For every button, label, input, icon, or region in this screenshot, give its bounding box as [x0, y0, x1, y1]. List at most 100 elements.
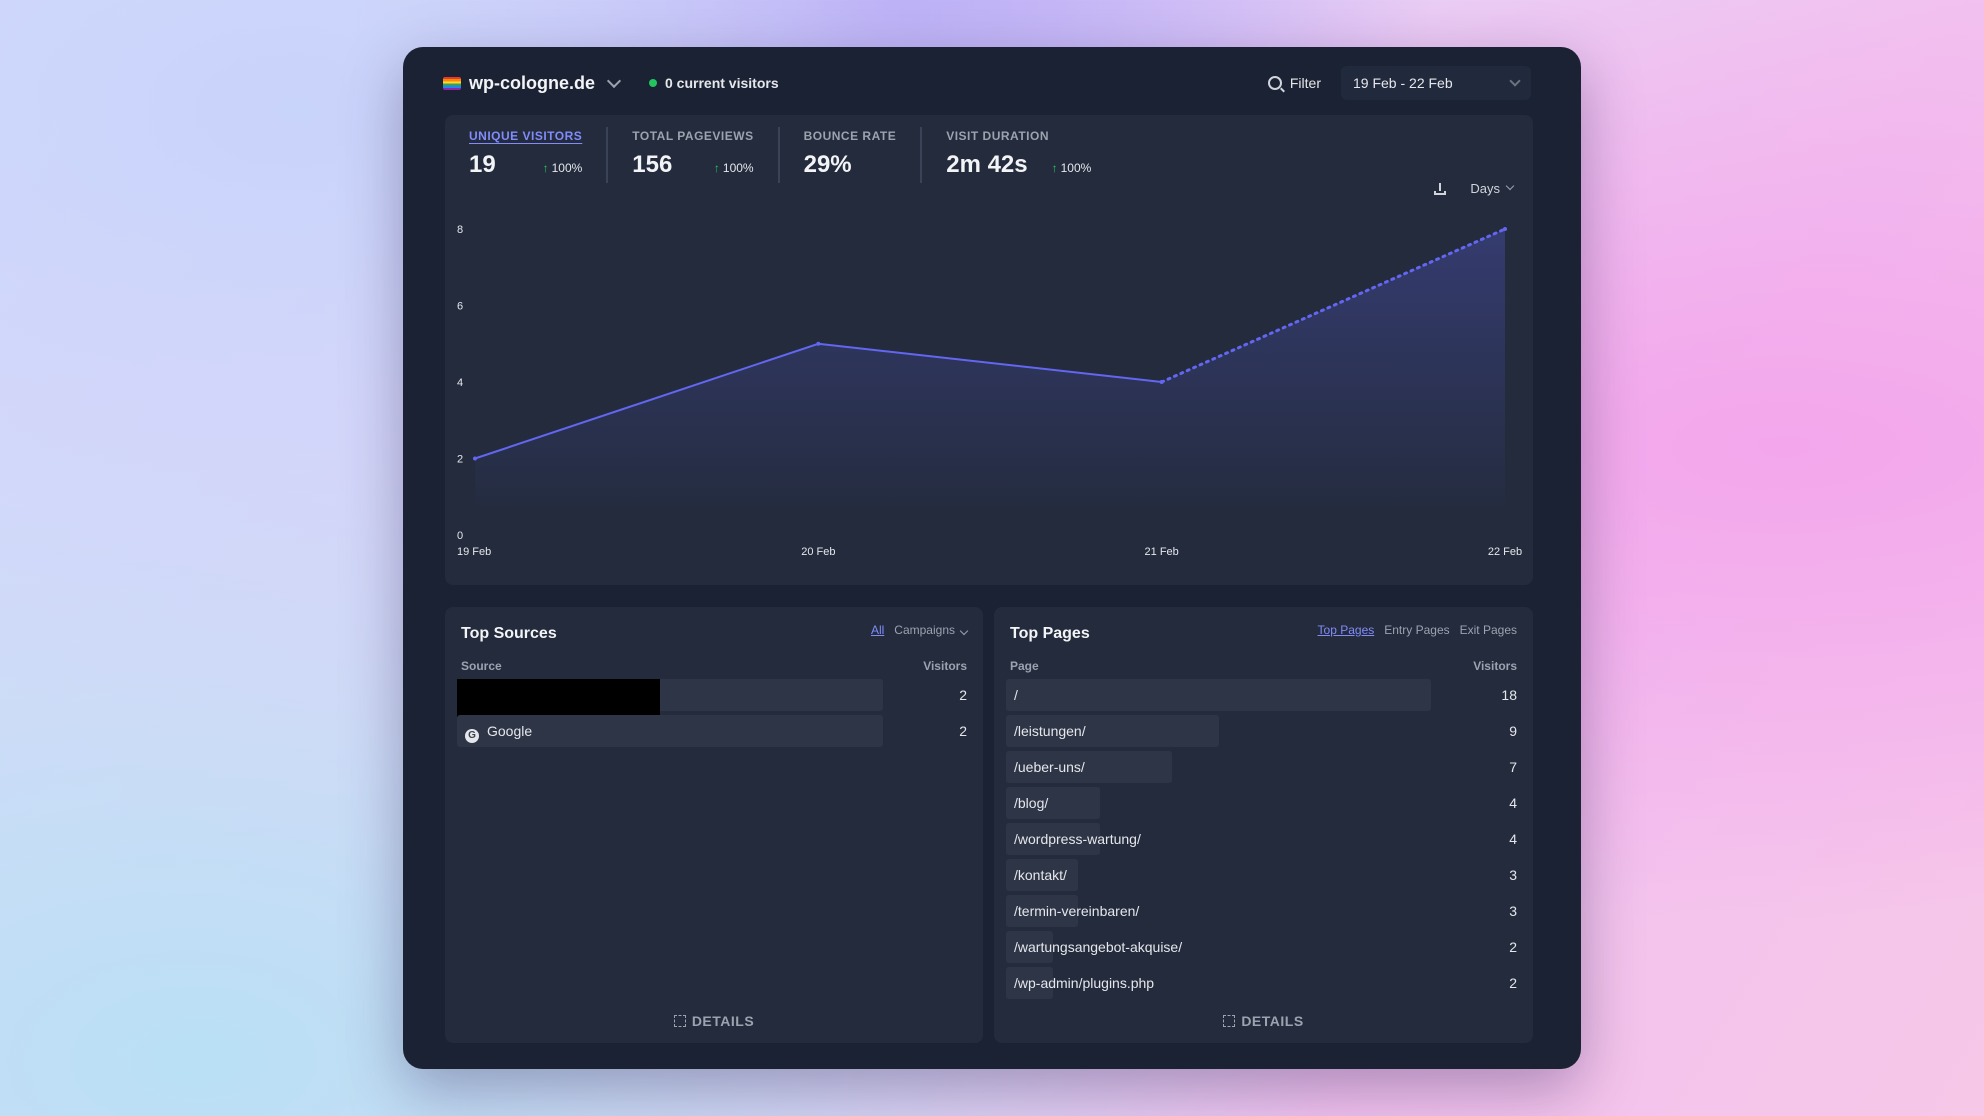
- tab-campaigns[interactable]: Campaigns: [894, 623, 969, 637]
- stat-unique-visitors[interactable]: UNIQUE VISITORS 19 ↑ 100%: [445, 127, 609, 183]
- row-value: 4: [1509, 795, 1517, 811]
- tab-all[interactable]: All: [870, 623, 885, 637]
- row-value: 4: [1509, 831, 1517, 847]
- tab-campaigns-label: Campaigns: [894, 623, 955, 637]
- list-item[interactable]: 2: [457, 679, 967, 719]
- list-item[interactable]: /termin-vereinbaren/3: [1006, 895, 1517, 927]
- list-item[interactable]: /ueber-uns/7: [1006, 751, 1517, 783]
- stats-row: UNIQUE VISITORS 19 ↑ 100% TOTAL PAGEVIEWS…: [445, 127, 1115, 183]
- row-value: 9: [1509, 723, 1517, 739]
- list-item[interactable]: /wp-admin/plugins.php 2: [1006, 967, 1517, 999]
- list-item[interactable]: /leistungen/9: [1006, 715, 1517, 747]
- arrow-up-icon: ↑: [713, 161, 720, 175]
- details-label: DETAILS: [1241, 1013, 1304, 1029]
- expand-icon: [1223, 1015, 1236, 1027]
- sources-details-button[interactable]: DETAILS: [445, 1013, 983, 1029]
- value-bar: [457, 715, 883, 747]
- chevron-down-icon: [1505, 181, 1515, 191]
- stat-bounce-rate[interactable]: BOUNCE RATE 29%: [780, 127, 923, 183]
- row-value: 2: [1509, 939, 1517, 955]
- interval-selector[interactable]: Days: [1470, 181, 1515, 196]
- flag-icon: [443, 76, 461, 90]
- stat-change: ↑ 100%: [1028, 161, 1092, 175]
- stat-label: BOUNCE RATE: [803, 129, 897, 143]
- x-tick-label: 21 Feb: [1145, 546, 1179, 558]
- row-label: /ueber-uns/: [1014, 759, 1085, 775]
- top-bar: wp-cologne.de 0 current visitors Filter …: [443, 61, 1531, 105]
- list-item[interactable]: /kontakt/3: [1006, 859, 1517, 891]
- visitors-chart[interactable]: 0 2 4 6 8 19 Feb 20 Feb 21 Feb 22 Feb: [445, 215, 1533, 575]
- row-value: 2: [959, 687, 967, 703]
- column-header-page: Page: [1010, 659, 1039, 673]
- site-selector[interactable]: wp-cologne.de: [469, 72, 595, 93]
- current-visitors[interactable]: 0 current visitors: [649, 75, 779, 91]
- tab-top-pages[interactable]: Top Pages: [1317, 623, 1375, 637]
- sources-tabs: All Campaigns: [870, 623, 969, 637]
- redacted-block: [457, 679, 660, 719]
- panel-title: Top Sources: [461, 625, 557, 642]
- dashboard-window: wp-cologne.de 0 current visitors Filter …: [403, 47, 1581, 1069]
- row-label: /termin-vereinbaren/: [1014, 903, 1139, 919]
- row-label-text: /termin-vereinbaren/: [1014, 903, 1140, 919]
- download-icon[interactable]: [1434, 182, 1447, 195]
- interval-label: Days: [1470, 181, 1500, 196]
- row-label: /kontakt/: [1014, 867, 1067, 883]
- y-tick-label: 6: [457, 301, 463, 313]
- top-pages-panel: Top Pages Top Pages Entry Pages Exit Pag…: [994, 607, 1533, 1043]
- search-icon: [1267, 76, 1282, 90]
- tab-entry-pages[interactable]: Entry Pages: [1384, 623, 1450, 637]
- data-point[interactable]: [1503, 227, 1507, 231]
- list-item[interactable]: /wartungsangebot-akquise/2: [1006, 931, 1517, 963]
- value-bar: [1006, 967, 1053, 999]
- row-label-text: /ueber-uns/: [1014, 759, 1085, 775]
- x-tick-label: 19 Feb: [457, 546, 491, 558]
- stat-visit-duration[interactable]: VISIT DURATION 2m 42s ↑ 100%: [922, 127, 1115, 183]
- y-tick-label: 0: [457, 530, 463, 542]
- row-value: 3: [1509, 903, 1517, 919]
- filter-button[interactable]: Filter: [1267, 75, 1321, 91]
- row-label: G Google: [465, 723, 532, 743]
- stat-label: VISIT DURATION: [946, 129, 1049, 143]
- stat-change-value: 100%: [722, 161, 754, 175]
- stat-label: UNIQUE VISITORS: [469, 129, 583, 143]
- chevron-down-icon: [959, 626, 969, 636]
- arrow-up-icon: ↑: [1051, 161, 1058, 175]
- list-item[interactable]: /blog/4: [1006, 787, 1517, 819]
- list-item[interactable]: / 18: [1006, 679, 1517, 711]
- row-label: /wp-admin/plugins.php: [1014, 975, 1154, 991]
- row-label-text: /leistungen/: [1014, 723, 1086, 739]
- value-bar: [1006, 751, 1172, 783]
- tab-exit-pages[interactable]: Exit Pages: [1459, 623, 1517, 637]
- value-bar: [1006, 679, 1431, 711]
- main-graph-card: UNIQUE VISITORS 19 ↑ 100% TOTAL PAGEVIEWS…: [445, 115, 1533, 585]
- expand-icon: [673, 1015, 686, 1027]
- data-point[interactable]: [816, 341, 821, 346]
- row-label-text: /wp-admin/plugins.php: [1014, 975, 1155, 991]
- stat-value: 2m 42s: [946, 151, 1028, 178]
- column-header-visitors: Visitors: [923, 659, 967, 673]
- stat-value: 156: [632, 151, 673, 178]
- current-visitors-label: 0 current visitors: [665, 75, 779, 91]
- live-dot-icon: [649, 79, 657, 87]
- row-value: 2: [1509, 975, 1517, 991]
- list-item[interactable]: G Google 2: [457, 715, 967, 747]
- row-label-text: /: [1014, 687, 1018, 703]
- data-point[interactable]: [473, 456, 477, 461]
- stat-change: ↑ 100%: [690, 161, 754, 175]
- stat-value: 29%: [803, 151, 852, 178]
- row-label: /leistungen/: [1014, 723, 1086, 739]
- arrow-up-icon: ↑: [542, 161, 549, 175]
- stat-total-pageviews[interactable]: TOTAL PAGEVIEWS 156 ↑ 100%: [608, 127, 780, 183]
- details-label: DETAILS: [691, 1013, 755, 1029]
- value-bar: [1006, 895, 1078, 927]
- chart-series-line-incomplete: [1160, 227, 1507, 384]
- row-value: 2: [959, 723, 967, 739]
- chevron-down-icon[interactable]: [606, 73, 622, 88]
- date-range-picker[interactable]: 19 Feb - 22 Feb: [1341, 66, 1531, 100]
- data-point[interactable]: [1159, 380, 1164, 384]
- chevron-down-icon: [1509, 74, 1521, 87]
- panel-title: Top Pages: [1010, 625, 1090, 642]
- list-item[interactable]: /wordpress-wartung/4: [1006, 823, 1517, 855]
- row-label: /wordpress-wartung/: [1014, 831, 1141, 847]
- pages-details-button[interactable]: DETAILS: [994, 1013, 1533, 1029]
